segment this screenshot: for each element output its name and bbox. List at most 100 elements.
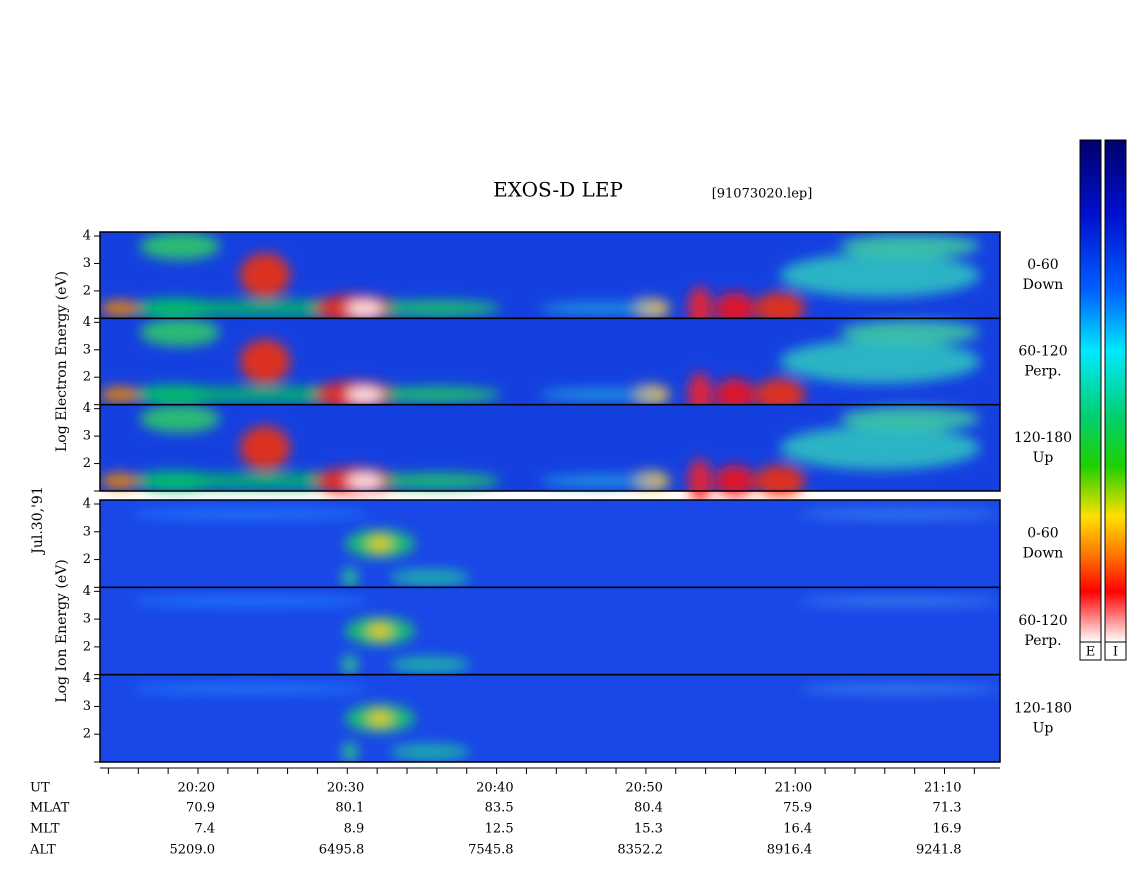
row-value: 8916.4 <box>767 843 813 858</box>
intensity-blob <box>130 509 370 519</box>
angle-label: 60-120 <box>1018 344 1067 360</box>
intensity-pattern <box>100 232 980 331</box>
y-tick-label: 2 <box>83 456 91 471</box>
intensity-blob <box>100 300 140 317</box>
direction-label: Down <box>1023 277 1064 293</box>
intensity-blob <box>780 425 980 470</box>
intensity-blob <box>780 253 980 298</box>
y-tick-label: 3 <box>83 524 91 539</box>
y-tick-label: 4 <box>83 401 91 416</box>
direction-label: Down <box>1023 546 1064 562</box>
intensity-blob <box>540 475 660 487</box>
colorbar-label-box <box>1104 641 1127 661</box>
row-value: 75.9 <box>783 801 812 816</box>
row-value: 9241.8 <box>916 843 962 858</box>
intensity-blob <box>140 404 220 433</box>
intensity-blob <box>342 654 358 675</box>
intensity-blob <box>240 425 290 470</box>
intensity-blob <box>715 292 755 325</box>
direction-label: Up <box>1033 720 1054 736</box>
intensity-blob <box>840 320 980 345</box>
intensity-blob <box>800 684 1000 693</box>
spectrograms <box>100 232 1000 762</box>
intensity-pattern <box>100 318 980 417</box>
row-label: MLAT <box>30 801 70 816</box>
intensity-blob <box>780 339 980 384</box>
intensity-blob <box>800 510 1000 518</box>
intensity-blob <box>390 744 470 760</box>
row-label: UT <box>30 781 50 796</box>
colorbar <box>1079 139 1102 643</box>
y-tick-label: 4 <box>83 229 91 244</box>
y-tick-label: 2 <box>83 283 91 298</box>
intensity-blob <box>390 656 470 673</box>
y-tick-label: 4 <box>83 315 91 330</box>
row-label: MLT <box>30 822 60 837</box>
row-value: 20:20 <box>178 781 215 796</box>
panel-frame <box>99 403 1001 492</box>
intensity-blob <box>100 473 140 489</box>
row-value: 15.3 <box>634 822 663 837</box>
direction-label: Perp. <box>1024 364 1061 380</box>
y-tick-label: 2 <box>83 552 91 567</box>
intensity-blob <box>540 302 660 315</box>
row-value: 16.9 <box>933 822 962 837</box>
row-value: 80.4 <box>634 801 663 816</box>
row-value: 16.4 <box>783 822 812 837</box>
angle-label: 120-180 <box>1014 700 1072 716</box>
row-value: 8.9 <box>344 822 365 837</box>
row-value: 7545.8 <box>468 843 514 858</box>
colorbar-label: E <box>1086 645 1096 660</box>
colorbar-label-box <box>1079 641 1102 661</box>
row-value: 20:50 <box>625 781 662 796</box>
y-tick-label: 2 <box>83 639 91 654</box>
file-name: [91073020.lep] <box>712 187 813 202</box>
angle-label: 0-60 <box>1027 526 1058 542</box>
row-value: 8352.2 <box>617 843 663 858</box>
title: EXOS-D LEP <box>493 178 623 202</box>
intensity-blob <box>100 386 140 403</box>
intensity-blob <box>130 683 370 694</box>
colorbar <box>1104 139 1127 643</box>
row-value: 70.9 <box>186 801 215 816</box>
intensity-blob <box>140 318 220 347</box>
intensity-blob <box>840 234 980 258</box>
y-tick-label: 3 <box>83 342 91 357</box>
y-tick-label: 4 <box>83 671 91 686</box>
intensity-blob <box>755 378 805 411</box>
y-tick-label: 3 <box>83 699 91 714</box>
intensity-pattern <box>130 509 1000 588</box>
row-value: 12.5 <box>485 822 514 837</box>
intensity-blob <box>240 339 290 384</box>
angle-label: 0-60 <box>1027 257 1058 273</box>
intensity-blob <box>840 406 980 431</box>
intensity-pattern <box>100 404 980 503</box>
intensity-blob <box>390 569 470 586</box>
panel-frame <box>99 673 1001 763</box>
intensity-blob <box>130 596 370 607</box>
intensity-blob <box>347 300 383 317</box>
intensity-blob <box>380 300 500 317</box>
intensity-blob <box>380 473 500 489</box>
intensity-blob <box>368 710 392 727</box>
angle-label: 60-120 <box>1018 613 1067 629</box>
intensity-blob <box>755 465 805 497</box>
row-value: 21:00 <box>775 781 812 796</box>
row-value: 71.3 <box>933 801 962 816</box>
group-label: Log Ion Energy (eV) <box>54 559 70 702</box>
intensity-blob <box>368 623 392 639</box>
axes: 4 3 2 0-60 Down 4 3 2 60-120 Perp. 4 3 2 120-180 Up Log… <box>29 139 1127 858</box>
intensity-blob <box>347 473 383 489</box>
intensity-blob <box>347 386 383 403</box>
row-value: 21:10 <box>924 781 961 796</box>
row-value: 80.1 <box>335 801 364 816</box>
intensity-blob <box>342 567 358 588</box>
intensity-blob <box>755 292 805 325</box>
row-value: 20:30 <box>327 781 364 796</box>
intensity-blob <box>715 465 755 497</box>
intensity-blob <box>368 535 392 552</box>
y-tick-label: 2 <box>83 370 91 385</box>
direction-label: Perp. <box>1024 633 1061 649</box>
intensity-pattern <box>130 596 1000 675</box>
